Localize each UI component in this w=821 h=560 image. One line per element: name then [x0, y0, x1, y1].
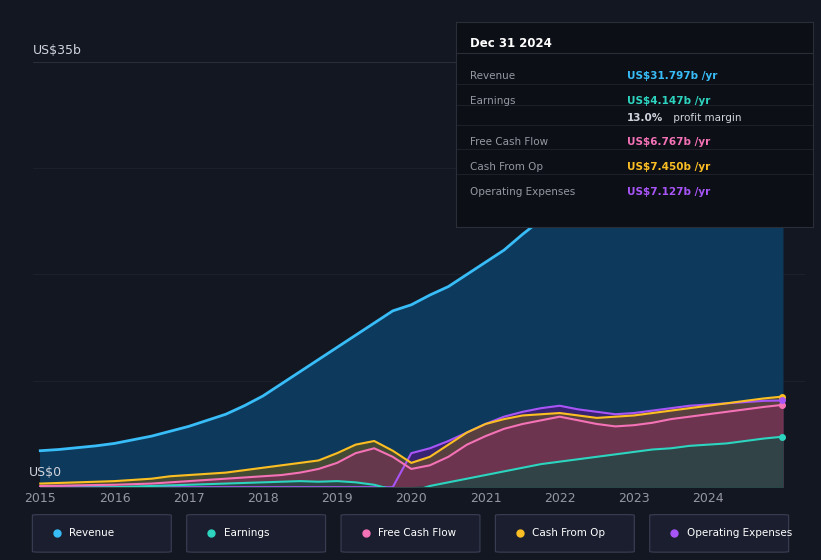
- Text: Cash From Op: Cash From Op: [533, 529, 605, 538]
- Text: Operating Expenses: Operating Expenses: [470, 187, 576, 197]
- FancyBboxPatch shape: [495, 515, 635, 552]
- Text: US$7.450b /yr: US$7.450b /yr: [627, 162, 710, 172]
- Text: Revenue: Revenue: [70, 529, 114, 538]
- FancyBboxPatch shape: [32, 515, 172, 552]
- FancyBboxPatch shape: [649, 515, 789, 552]
- FancyBboxPatch shape: [186, 515, 326, 552]
- Text: Operating Expenses: Operating Expenses: [687, 529, 792, 538]
- Text: US$7.127b /yr: US$7.127b /yr: [627, 187, 710, 197]
- Text: Dec 31 2024: Dec 31 2024: [470, 37, 552, 50]
- Text: Free Cash Flow: Free Cash Flow: [470, 137, 548, 147]
- Text: Earnings: Earnings: [224, 529, 269, 538]
- Text: Cash From Op: Cash From Op: [470, 162, 543, 172]
- Text: Revenue: Revenue: [470, 72, 515, 81]
- Text: US$4.147b /yr: US$4.147b /yr: [627, 96, 710, 106]
- Text: Free Cash Flow: Free Cash Flow: [378, 529, 456, 538]
- Text: US$0: US$0: [29, 466, 62, 479]
- Text: US$35b: US$35b: [33, 44, 82, 57]
- Text: Earnings: Earnings: [470, 96, 516, 106]
- Text: 13.0%: 13.0%: [627, 113, 663, 123]
- FancyBboxPatch shape: [341, 515, 480, 552]
- Text: US$31.797b /yr: US$31.797b /yr: [627, 72, 718, 81]
- Text: US$6.767b /yr: US$6.767b /yr: [627, 137, 710, 147]
- Text: profit margin: profit margin: [670, 113, 741, 123]
